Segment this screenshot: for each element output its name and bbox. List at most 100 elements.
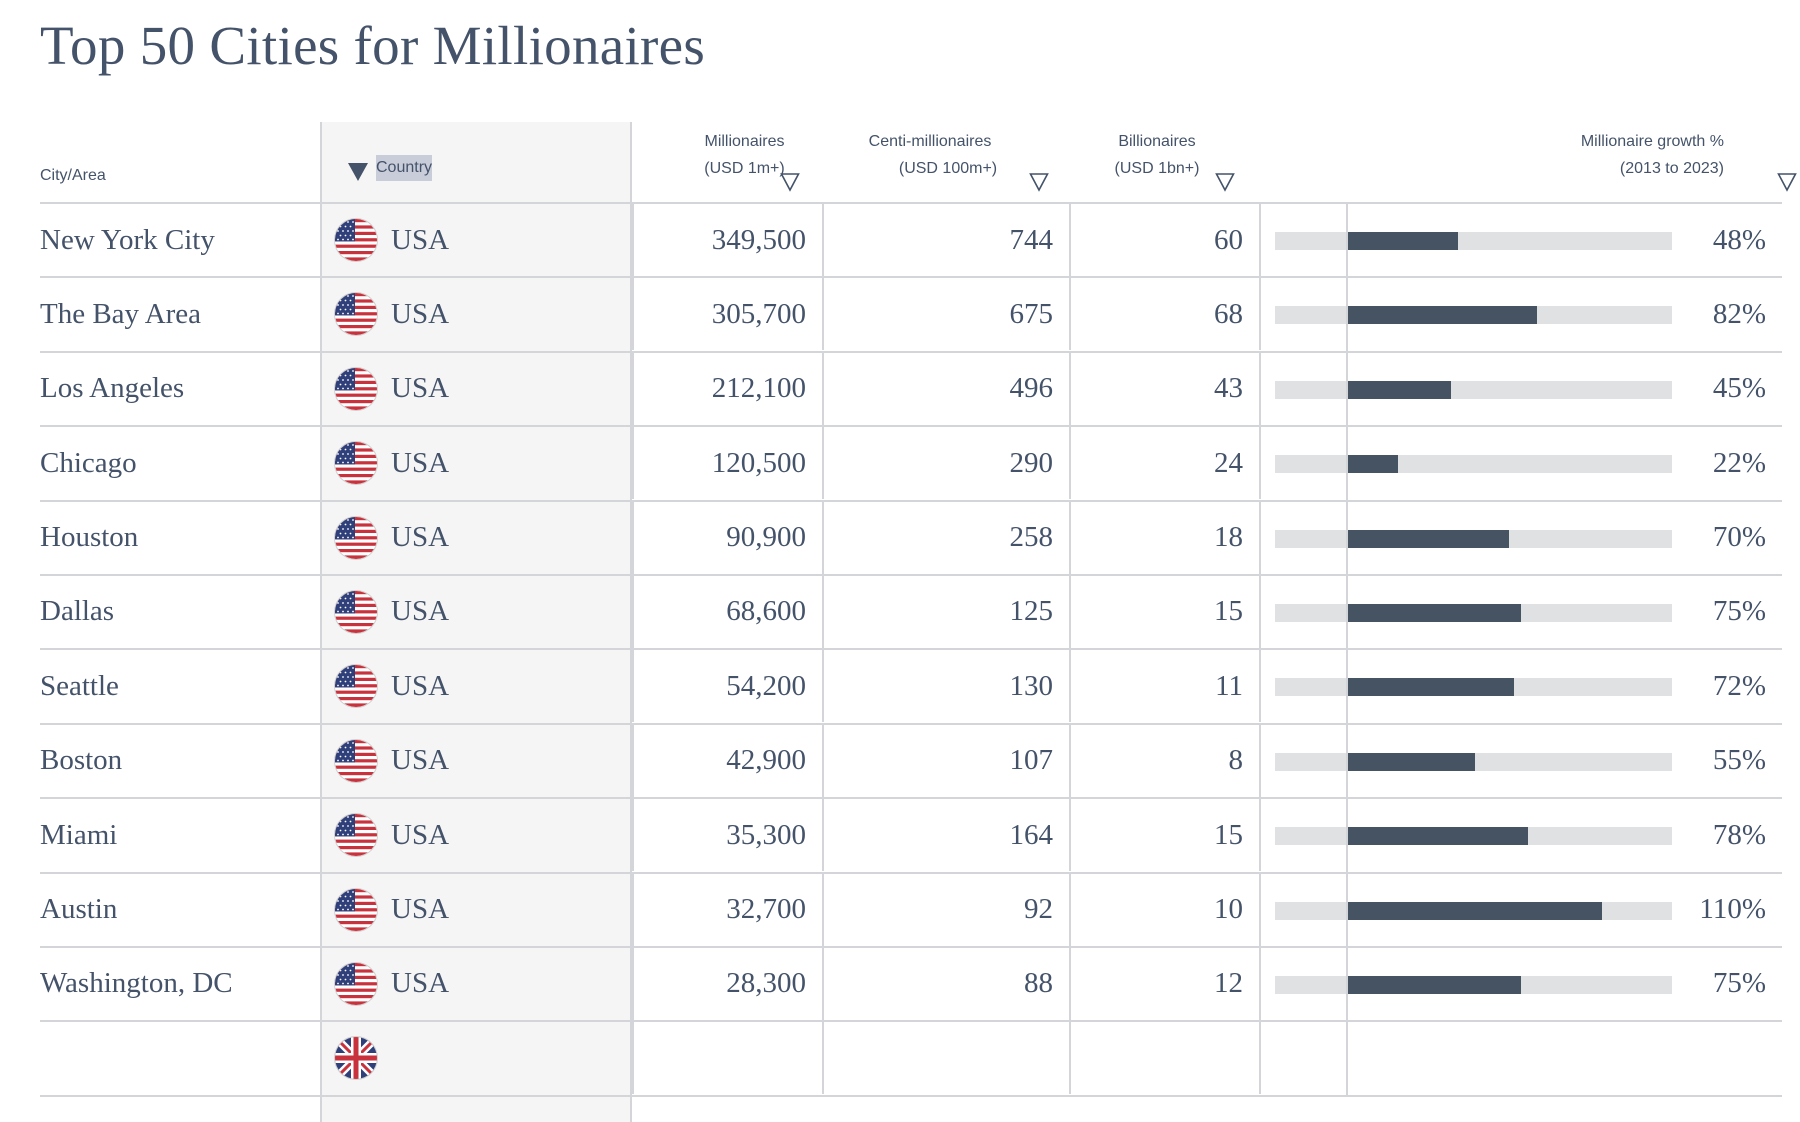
table-row[interactable]: Seattle USA 54,200 130 11 72% xyxy=(40,648,1782,725)
growth-value: 70% xyxy=(1712,521,1766,554)
country-name: USA xyxy=(391,372,450,405)
city-cell: Austin xyxy=(40,893,118,926)
flag xyxy=(335,739,377,782)
zero-axis-line xyxy=(1345,350,1348,427)
country-cell: USA xyxy=(320,725,632,797)
usa-flag-icon xyxy=(335,739,377,782)
table-row[interactable]: Chicago USA 120,500 290 24 22% xyxy=(40,425,1782,502)
filter-triangle-icon[interactable] xyxy=(1215,172,1235,192)
table-row[interactable]: New York City USA 349,500 744 60 48% xyxy=(40,202,1782,279)
centi-millionaires-cell: 290 xyxy=(822,427,1069,500)
growth-bar-track xyxy=(1275,678,1672,697)
country-name: USA xyxy=(391,223,450,256)
growth-bar xyxy=(1346,306,1538,325)
growth-bar xyxy=(1346,603,1522,622)
growth-bar xyxy=(1346,380,1452,399)
country-name: USA xyxy=(391,446,450,479)
city-cell: Dallas xyxy=(40,595,115,628)
country-cell: USA xyxy=(320,874,632,946)
billionaires-cell: 15 xyxy=(1069,575,1259,648)
zero-axis-line xyxy=(1345,499,1348,576)
growth-value: 75% xyxy=(1712,967,1766,1000)
uk-flag-icon xyxy=(335,1037,377,1080)
country-cell: USA xyxy=(320,650,632,722)
millionaires-cell: 120,500 xyxy=(632,427,822,500)
zero-axis-line xyxy=(1345,276,1348,353)
header-growth-line1: Millionaire growth % xyxy=(1580,133,1724,150)
growth-value: 75% xyxy=(1712,595,1766,628)
city-cell: Los Angeles xyxy=(40,372,185,405)
millionaires-cell: 212,100 xyxy=(632,352,822,425)
filter-triangle-icon[interactable] xyxy=(780,172,800,192)
usa-flag-icon xyxy=(335,814,377,857)
country-cell: USA xyxy=(320,278,632,350)
header-city[interactable]: City/Area xyxy=(40,122,320,202)
usa-flag-icon xyxy=(335,367,377,410)
table-row[interactable]: Miami USA 35,300 164 15 78% xyxy=(40,797,1782,874)
header-millionaires[interactable]: Millionaires (USD 1m+) xyxy=(632,122,822,202)
growth-bar-track xyxy=(1275,901,1672,920)
country-cell xyxy=(320,1022,632,1094)
flag xyxy=(335,516,377,559)
empty-cell xyxy=(632,1022,822,1095)
centi-millionaires-cell: 258 xyxy=(822,501,1069,574)
zero-axis-line xyxy=(1345,202,1348,278)
country-cell: USA xyxy=(320,502,632,574)
header-millionaire-growth[interactable]: Millionaire growth % (2013 to 2023) xyxy=(1259,122,1797,202)
header-billionaires[interactable]: Billionaires (USD 1bn+) xyxy=(1069,122,1259,202)
sort-descending-filled-icon[interactable] xyxy=(348,163,368,181)
country-name: USA xyxy=(391,595,450,628)
table-row[interactable]: Los Angeles USA 212,100 496 43 45% xyxy=(40,350,1782,428)
growth-cell: 55% xyxy=(1259,722,1782,799)
table-row-partial[interactable] xyxy=(40,1020,1782,1097)
filter-triangle-icon[interactable] xyxy=(1029,172,1049,192)
usa-flag-icon xyxy=(335,293,377,336)
growth-value: 55% xyxy=(1712,744,1766,777)
growth-bar xyxy=(1346,232,1459,250)
country-cell: USA xyxy=(320,353,632,425)
growth-value: 22% xyxy=(1712,446,1766,479)
usa-flag-icon xyxy=(335,962,377,1005)
growth-cell: 72% xyxy=(1259,648,1782,725)
growth-value: 48% xyxy=(1712,223,1766,256)
millionaires-cell: 349,500 xyxy=(632,204,822,276)
billionaires-cell: 12 xyxy=(1069,947,1259,1020)
growth-cell: 45% xyxy=(1259,350,1782,427)
header-centi-line2: (USD 100m+) xyxy=(898,160,998,177)
header-centi-millionaires[interactable]: Centi-millionaires (USD 100m+) xyxy=(822,122,1069,202)
city-cell: Miami xyxy=(40,818,118,851)
growth-bar-track xyxy=(1275,232,1672,250)
country-name: USA xyxy=(391,669,450,702)
growth-cell: 75% xyxy=(1259,945,1782,1022)
growth-bar-track xyxy=(1275,306,1672,325)
growth-value: 78% xyxy=(1712,818,1766,851)
usa-flag-icon xyxy=(335,516,377,559)
country-cell: USA xyxy=(320,799,632,871)
billionaires-cell: 11 xyxy=(1069,650,1259,723)
billionaires-cell: 18 xyxy=(1069,501,1259,574)
header-billionaires-line1: Billionaires xyxy=(1118,133,1196,150)
flag xyxy=(335,367,377,410)
country-name: USA xyxy=(391,744,450,777)
zero-axis-line xyxy=(1345,648,1348,725)
table-row[interactable]: The Bay Area USA 305,700 675 68 82% xyxy=(40,276,1782,353)
table-row[interactable]: Dallas USA 68,600 125 15 75% xyxy=(40,573,1782,651)
millionaires-cell: 68,600 xyxy=(632,575,822,648)
table-row[interactable]: Boston USA 42,900 107 8 55% xyxy=(40,722,1782,800)
header-country[interactable]: Country xyxy=(320,122,632,202)
table-row[interactable]: Austin USA 32,700 92 10 110% xyxy=(40,871,1782,948)
billionaires-cell: 8 xyxy=(1069,724,1259,797)
country-name: USA xyxy=(391,297,450,330)
centi-millionaires-cell: 675 xyxy=(822,278,1069,351)
country-name: USA xyxy=(391,818,450,851)
country-name: USA xyxy=(391,967,450,1000)
billionaires-cell: 43 xyxy=(1069,352,1259,425)
growth-cell: 75% xyxy=(1259,573,1782,650)
growth-value: 110% xyxy=(1699,893,1766,926)
usa-flag-icon xyxy=(335,590,377,633)
table-row[interactable]: Washington, DC USA 28,300 88 12 75% xyxy=(40,945,1782,1023)
table-row[interactable]: Houston USA 90,900 258 18 70% xyxy=(40,499,1782,576)
filter-triangle-icon[interactable] xyxy=(1777,172,1797,192)
header-millionaires-line1: Millionaires xyxy=(704,133,785,150)
growth-cell: 78% xyxy=(1259,797,1782,874)
